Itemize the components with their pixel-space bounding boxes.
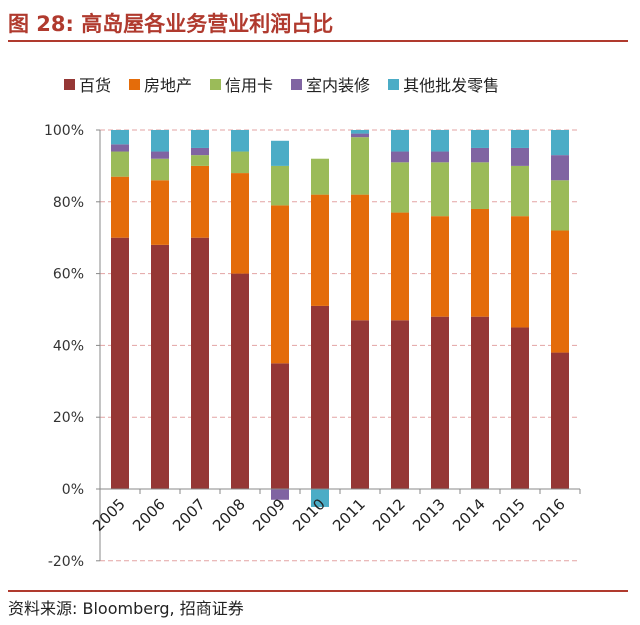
x-tick-label: 2016	[529, 495, 569, 535]
legend-label: 信用卡	[225, 76, 274, 95]
bar-segment	[151, 158, 169, 181]
bar-segment	[511, 216, 529, 328]
bar-segment	[391, 130, 409, 152]
bar-segment	[151, 130, 169, 152]
bar-segment	[351, 137, 369, 195]
x-tick-label: 2006	[129, 495, 169, 535]
x-tick-label: 2012	[369, 495, 409, 535]
x-tick-label: 2011	[329, 495, 369, 535]
bar-segment	[471, 208, 489, 317]
bar-segment	[271, 140, 289, 166]
bar-segment	[431, 162, 449, 217]
bar-segment	[391, 162, 409, 213]
bar-segment	[351, 133, 369, 138]
bar-segment	[111, 176, 129, 238]
y-tick-label: -20%	[48, 554, 84, 570]
bar-segment	[111, 144, 129, 152]
bar-segment	[431, 316, 449, 489]
bar-segment	[511, 130, 529, 148]
legend-swatch	[64, 78, 75, 90]
y-tick-label: 100%	[44, 123, 84, 139]
x-tick-label: 2008	[209, 495, 249, 535]
bar-segment	[231, 273, 249, 489]
legend-label: 室内装修	[306, 76, 371, 95]
legend-swatch	[129, 78, 141, 90]
legend-swatch	[388, 78, 400, 90]
bar-segment	[471, 162, 489, 209]
bar-segment	[271, 165, 289, 206]
bar-segment	[351, 194, 369, 321]
y-tick-label: 0%	[62, 482, 84, 498]
bar-segment	[191, 165, 209, 238]
bar-segment	[151, 151, 169, 159]
x-tick-label: 2005	[89, 495, 129, 535]
x-tick-label: 2014	[449, 495, 489, 535]
x-tick-label: 2007	[169, 495, 209, 535]
legend-swatch	[291, 78, 303, 90]
bar-segment	[551, 180, 569, 231]
x-tick-label: 2015	[489, 495, 529, 535]
legend-item-interior: 室内装修	[291, 72, 370, 96]
bar-segment	[151, 180, 169, 245]
x-tick-label: 2013	[409, 495, 449, 535]
bar-segment	[191, 237, 209, 489]
bar-segment	[191, 147, 209, 156]
legend-label: 其他批发零售	[403, 76, 500, 95]
bar-segment	[431, 216, 449, 317]
bar-segment	[231, 130, 249, 152]
legend-swatch	[210, 78, 222, 90]
y-tick-label: 40%	[53, 338, 84, 354]
bar-segment	[431, 151, 449, 163]
bar-segment	[471, 130, 489, 148]
x-tick-label: 2009	[249, 495, 289, 535]
bar-segment	[391, 151, 409, 163]
y-tick-label: 20%	[53, 410, 84, 426]
bar-segment	[151, 244, 169, 489]
bar-segment	[431, 130, 449, 152]
legend-item-other-retail: 其他批发零售	[388, 72, 499, 96]
y-tick-label: 60%	[53, 267, 84, 283]
bar-segment	[111, 151, 129, 177]
bar-segment	[471, 316, 489, 489]
bar-segment	[271, 205, 289, 364]
bar-segment	[471, 147, 489, 163]
bar-segment	[271, 363, 289, 489]
bar-segment	[551, 130, 569, 156]
bar-segment	[311, 305, 329, 489]
bar-segment	[311, 194, 329, 306]
bar-segment	[351, 130, 369, 134]
bar-segment	[511, 327, 529, 489]
bar-segment	[511, 147, 529, 166]
chart-legend: 百货 房地产 信用卡 室内装修 其他批发零售	[64, 72, 499, 96]
bar-segment	[271, 489, 289, 500]
bar-segment	[191, 155, 209, 166]
bar-segment	[311, 489, 329, 507]
bar-segment	[111, 237, 129, 489]
bar-segment	[391, 212, 409, 321]
legend-label: 房地产	[144, 76, 193, 95]
bar-segment	[551, 230, 569, 353]
bar-segment	[191, 130, 209, 148]
bar-segment	[551, 352, 569, 489]
bar-segment	[391, 320, 409, 489]
bar-segment	[511, 165, 529, 217]
bar-segment	[231, 173, 249, 274]
bar-segment	[351, 320, 369, 489]
legend-item-credit-card: 信用卡	[210, 72, 273, 96]
figure-title: 图 28: 高岛屋各业务营业利润占比	[8, 8, 628, 42]
legend-item-real-estate: 房地产	[129, 72, 192, 96]
bar-segment	[231, 151, 249, 174]
source-note: 资料来源: Bloomberg, 招商证券	[8, 590, 628, 620]
bar-segment	[551, 155, 569, 181]
legend-label: 百货	[79, 76, 112, 95]
legend-item-department-store: 百货	[64, 72, 111, 96]
y-tick-label: 80%	[53, 195, 84, 211]
stacked-bar-chart: 100%80%60%40%20%0%-20%2005 2006 2007 2008 20…	[44, 123, 581, 570]
bar-segment	[311, 158, 329, 195]
bar-segment	[111, 130, 129, 145]
